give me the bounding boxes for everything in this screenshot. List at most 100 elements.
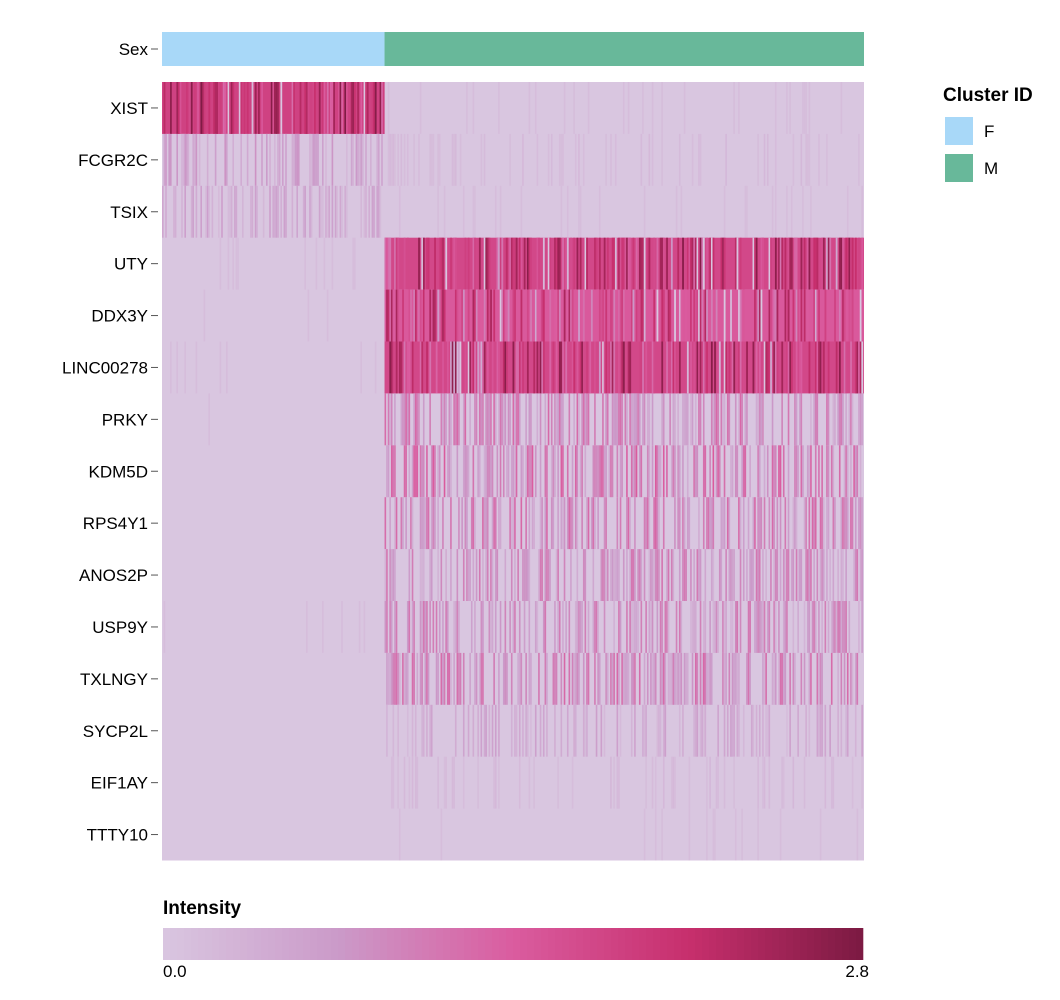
heatmap-cell xyxy=(526,704,529,757)
heatmap-cell xyxy=(206,185,209,238)
heatmap-cell xyxy=(606,393,609,446)
heatmap-cell xyxy=(395,341,398,394)
heatmap-cell xyxy=(526,549,529,601)
heatmap-cell xyxy=(386,549,388,601)
heatmap-cell xyxy=(394,601,396,653)
heatmap-cell xyxy=(720,549,723,601)
heatmap-cell xyxy=(525,497,527,550)
heatmap-cell xyxy=(850,652,852,705)
heatmap-row-TTTY10 xyxy=(398,808,859,861)
heatmap-cell xyxy=(514,289,516,342)
heatmap-cell xyxy=(350,82,353,134)
heatmap-cell xyxy=(510,237,513,290)
heatmap-cell xyxy=(605,445,607,498)
heatmap-cell xyxy=(814,445,817,498)
colorbar-step xyxy=(520,928,528,960)
heatmap-cell xyxy=(683,652,686,705)
gene-label: TXLNGY xyxy=(80,670,148,689)
colorbar-step xyxy=(317,928,325,960)
heatmap-cell xyxy=(667,289,670,342)
heatmap-cell xyxy=(786,601,788,653)
heatmap-cell xyxy=(806,601,809,653)
heatmap-cell xyxy=(846,445,849,498)
heatmap-cell xyxy=(787,289,790,342)
heatmap-cell xyxy=(846,704,849,757)
heatmap-cell xyxy=(830,445,833,498)
heatmap-cell xyxy=(546,497,548,550)
heatmap-cell xyxy=(539,445,542,498)
heatmap-cell xyxy=(846,652,849,705)
heatmap-cell xyxy=(859,393,862,446)
heatmap-cell xyxy=(341,601,343,653)
heatmap-cell xyxy=(778,601,780,653)
heatmap-cell xyxy=(602,341,604,394)
heatmap-cell xyxy=(266,133,268,186)
heatmap-cell xyxy=(296,185,298,238)
heatmap-cell xyxy=(470,497,473,550)
heatmap-cell xyxy=(619,704,622,757)
heatmap-cell xyxy=(211,185,214,238)
heatmap-cell xyxy=(832,549,835,601)
heatmap-cell xyxy=(534,601,537,653)
heatmap-cell xyxy=(579,601,582,653)
heatmap-cell xyxy=(594,601,596,653)
heatmap-cell xyxy=(821,237,824,290)
heatmap-cell xyxy=(582,652,585,705)
heatmap-cell xyxy=(826,549,828,601)
heatmap-cell xyxy=(422,289,425,342)
heatmap-cell xyxy=(515,393,518,446)
heatmap-cell xyxy=(672,445,675,498)
heatmap-cell xyxy=(555,549,558,601)
heatmap-cell xyxy=(381,133,383,186)
heatmap-cell xyxy=(434,445,436,498)
heatmap-cell xyxy=(453,601,455,653)
heatmap-cell xyxy=(693,445,695,498)
heatmap-cell xyxy=(170,341,172,394)
colorbar-step xyxy=(268,928,276,960)
heatmap-cell xyxy=(717,601,719,653)
colorbar-step xyxy=(793,928,801,960)
heatmap-cell xyxy=(488,601,491,653)
heatmap-cell xyxy=(696,289,699,342)
heatmap-cell xyxy=(816,289,819,342)
heatmap-cell xyxy=(571,341,574,394)
heatmap-cell xyxy=(725,133,727,186)
colorbar-step xyxy=(226,928,234,960)
heatmap-cell xyxy=(826,445,828,498)
heatmap-cell xyxy=(509,133,511,186)
heatmap-cell xyxy=(595,237,598,290)
heatmap-cell xyxy=(314,133,316,186)
heatmap-cell xyxy=(326,82,329,134)
heatmap-cell xyxy=(842,237,844,290)
heatmap-cell xyxy=(563,82,566,134)
heatmap-cell xyxy=(547,133,550,186)
heatmap-cell xyxy=(472,185,475,238)
heatmap-cell xyxy=(472,445,475,498)
heatmap-cell xyxy=(763,341,766,394)
heatmap-cell xyxy=(198,133,201,186)
heatmap-cell xyxy=(416,445,419,498)
heatmap-cell xyxy=(845,497,847,550)
heatmap-cell xyxy=(630,445,633,498)
heatmap-cell xyxy=(454,133,457,186)
heatmap-cell xyxy=(450,652,452,705)
heatmap-cell xyxy=(808,341,811,394)
heatmap-cell xyxy=(432,445,435,498)
heatmap-cell xyxy=(208,82,211,134)
heatmap-cell xyxy=(720,237,723,290)
heatmap-cell xyxy=(418,133,420,186)
heatmap-cell xyxy=(568,393,571,446)
heatmap-cell xyxy=(205,185,207,238)
heatmap-cell xyxy=(256,185,258,238)
heatmap-cell xyxy=(675,652,678,705)
heatmap-cell xyxy=(522,341,524,394)
heatmap-cell xyxy=(618,756,620,809)
heatmap-cell xyxy=(808,601,811,653)
colorbar-step xyxy=(779,928,787,960)
heatmap-cell xyxy=(514,237,516,290)
heatmap-cell xyxy=(794,341,796,394)
heatmap-cell xyxy=(838,601,841,653)
colorbar-step xyxy=(170,928,178,960)
gene-label: FCGR2C xyxy=(78,151,148,170)
heatmap-cell xyxy=(482,601,484,653)
